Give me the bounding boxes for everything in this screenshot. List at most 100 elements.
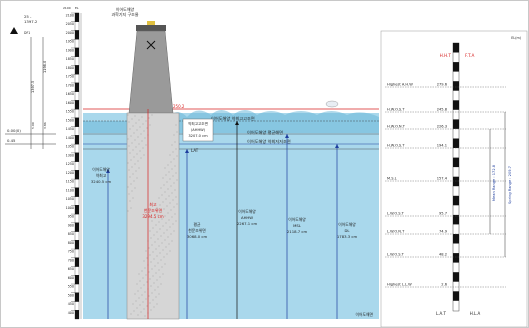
side-dim-label: 3.86 [43, 122, 47, 129]
pile-texture [133, 156, 135, 158]
pile-texture [153, 258, 155, 260]
pile-texture [166, 205, 168, 207]
ruler-tick-label: 1950 [66, 40, 74, 44]
pile-texture [140, 157, 142, 159]
pile-texture [153, 234, 155, 236]
ruler-tick-label: 1700 [66, 83, 74, 87]
ruler-segment [74, 222, 80, 232]
pile-texture [148, 247, 150, 249]
datum-label-4: MSL [293, 223, 302, 228]
pile-texture [157, 214, 159, 216]
pile-texture [161, 194, 163, 196]
pile-texture [164, 263, 166, 265]
ruler-segment [74, 275, 80, 285]
pile-texture [134, 293, 136, 295]
pile-texture [132, 173, 134, 175]
pile-texture [132, 303, 134, 305]
tide-level-label: Highest L.L.W [387, 283, 412, 287]
pile-texture [144, 137, 146, 139]
ruler-tick-label: 1600 [66, 101, 74, 105]
ruler-segment [74, 100, 80, 110]
pile-texture [145, 274, 147, 276]
pile-texture [172, 199, 174, 201]
ruler-tick-label: 800 [68, 241, 74, 245]
ruler-segment [74, 65, 80, 75]
right-top-corner: EL(m) [511, 36, 521, 40]
side-level-label: 0.45 [7, 138, 16, 143]
pile-texture [172, 223, 174, 225]
pile-texture [148, 271, 150, 273]
ruler-segment [74, 82, 80, 92]
tide-level-value: 194.1 [437, 144, 447, 148]
side-dim-label: 5.00 [31, 122, 35, 129]
ruler-tick-label: 900 [68, 223, 74, 227]
tide-staff-segment [453, 62, 459, 72]
pile-texture [167, 212, 169, 214]
datum-label-2: 3068.0 cm [187, 234, 208, 239]
pile-texture [160, 235, 162, 237]
red-column-label: 3294.5 cm [142, 214, 163, 219]
pile-texture [171, 144, 173, 146]
pile-texture [159, 204, 161, 206]
tide-level-label: L.W.O.S.T [387, 212, 405, 216]
pile-texture [162, 225, 164, 227]
spring-range-label: Spring Range : 209.7 [508, 166, 512, 204]
ruler-segment [74, 91, 80, 101]
pile-texture [171, 192, 173, 194]
tower-helipad [147, 21, 155, 25]
pile-texture [159, 276, 161, 278]
sea-label: 이어도해양 평균해면 [247, 129, 283, 136]
tide-staff-segment [453, 43, 459, 53]
ruler-tick-label: 700 [68, 258, 74, 262]
side-level-label: 0.00(0) [7, 128, 21, 133]
pile-texture [156, 231, 158, 233]
right-bottom-mark: H.L.A [470, 311, 481, 316]
pile-texture [173, 158, 175, 160]
pile-texture [136, 283, 138, 285]
ruler-tick-label: 1100 [66, 188, 74, 192]
datum-label-5: DL [344, 228, 350, 233]
ruler-segment [74, 310, 80, 320]
pile-texture [158, 269, 160, 271]
lat-tag: LAT [191, 148, 199, 153]
pile-texture [132, 149, 134, 151]
pile-texture [136, 177, 138, 179]
tower-marker-icon [146, 40, 156, 50]
tide-staff-segment [453, 81, 459, 91]
pile-texture [176, 203, 178, 205]
pile-texture [145, 298, 147, 300]
pile-texture [134, 187, 136, 189]
pile-texture [172, 175, 174, 177]
pile-texture [146, 127, 148, 129]
pile-texture [164, 215, 166, 217]
pile-texture [176, 155, 178, 157]
pile-texture [128, 145, 130, 147]
datum-label-4: 이어도해양 [288, 217, 306, 222]
ruler-segment [74, 231, 80, 241]
tide-level-label: L.W.O.N.T [387, 230, 405, 234]
ruler-tick-label: 1350 [66, 145, 74, 149]
pile-texture [139, 150, 141, 152]
pile-texture [173, 230, 175, 232]
tower-deck [136, 25, 166, 31]
ruler-tick-label: 950 [68, 215, 74, 219]
pile-texture [150, 261, 152, 263]
ruler-tick-label: 750 [68, 250, 74, 254]
pile-texture [156, 279, 158, 281]
sea-label: 이어도해양 약최고고조면 [211, 115, 255, 122]
pile-texture [150, 309, 152, 311]
ruler-tick-label: 1400 [66, 136, 74, 140]
red-level-label: 250.2 [173, 104, 185, 109]
pile-texture [128, 169, 130, 171]
right-top-mark: H.H.T [440, 53, 452, 58]
pile-texture [167, 188, 169, 190]
ruler-segment [74, 292, 80, 302]
pile-texture [158, 245, 160, 247]
pile-texture [161, 242, 163, 244]
tide-level-label: M.S.L [387, 177, 397, 181]
datum-label-1: 3240.5 cm [91, 179, 112, 184]
ruler-segment [74, 161, 80, 171]
pile-texture [155, 224, 157, 226]
right-top-mark: F.T.A [465, 53, 474, 58]
pile-texture [142, 123, 144, 125]
